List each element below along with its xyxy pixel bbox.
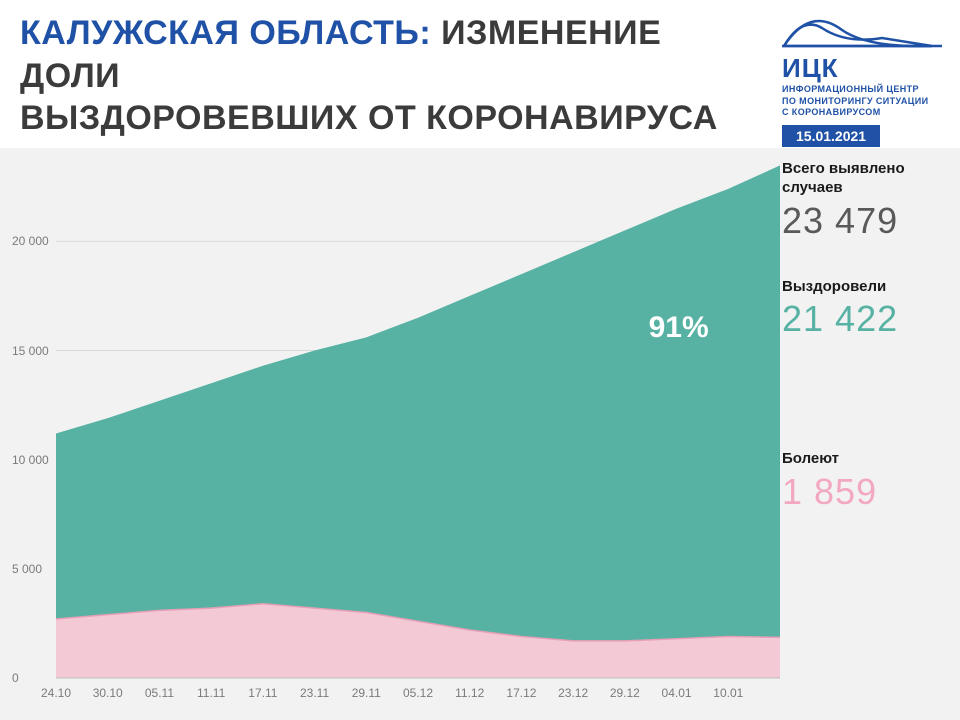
stat-recovered-label: Выздоровели	[782, 278, 942, 297]
x-axis-label: 11.12	[455, 686, 484, 700]
x-axis-label: 29.12	[610, 686, 640, 700]
stat-active: Болеют 1 859	[782, 450, 942, 513]
page-title: КАЛУЖСКАЯ ОБЛАСТЬ: ИЗМЕНЕНИЕ ДОЛИ ВЫЗДОР…	[20, 12, 760, 140]
stat-total: Всего выявлено случаев 23 479	[782, 160, 942, 242]
x-axis-label: 05.12	[403, 686, 433, 700]
logo-abbr: ИЦК	[782, 53, 942, 84]
date-badge: 15.01.2021	[782, 125, 880, 147]
x-axis-label: 17.12	[506, 686, 536, 700]
x-axis-label: 10.01	[713, 686, 743, 700]
title-line2: ВЫЗДОРОВЕВШИХ ОТ КОРОНАВИРУСА	[20, 99, 718, 137]
y-axis-label: 5 000	[12, 562, 42, 576]
x-axis-label: 30.10	[93, 686, 123, 700]
logo-chart-icon	[782, 10, 942, 50]
stat-recovered: Выздоровели 21 422	[782, 278, 942, 341]
stats-panel: Всего выявлено случаев 23 479 Выздоровел…	[782, 160, 942, 549]
stat-recovered-value: 21 422	[782, 298, 942, 340]
x-axis-label: 23.11	[300, 686, 329, 700]
x-axis-label: 23.12	[558, 686, 588, 700]
stat-active-label: Болеют	[782, 450, 942, 469]
stat-total-label: Всего выявлено случаев	[782, 160, 942, 198]
logo-caption-1: ИНФОРМАЦИОННЫЙ ЦЕНТР	[782, 84, 942, 96]
x-axis-label: 24.10	[41, 686, 71, 700]
x-axis-label: 17.11	[248, 686, 277, 700]
percent-label: 91%	[649, 311, 709, 345]
logo: ИЦК ИНФОРМАЦИОННЫЙ ЦЕНТР ПО МОНИТОРИНГУ …	[782, 10, 942, 147]
x-axis-label: 29.11	[352, 686, 381, 700]
x-axis-label: 04.01	[662, 686, 692, 700]
x-axis-label: 11.11	[197, 686, 225, 700]
logo-caption-3: С КОРОНАВИРУСОМ	[782, 107, 942, 119]
y-axis-label: 20 000	[12, 234, 49, 248]
stat-total-value: 23 479	[782, 200, 942, 242]
y-axis-label: 15 000	[12, 344, 49, 358]
logo-caption-2: ПО МОНИТОРИНГУ СИТУАЦИИ	[782, 96, 942, 108]
y-axis-label: 10 000	[12, 453, 49, 467]
y-axis-label: 0	[12, 671, 19, 685]
stat-active-value: 1 859	[782, 471, 942, 513]
x-axis-label: 05.11	[145, 686, 174, 700]
title-strong: КАЛУЖСКАЯ ОБЛАСТЬ:	[20, 14, 431, 52]
